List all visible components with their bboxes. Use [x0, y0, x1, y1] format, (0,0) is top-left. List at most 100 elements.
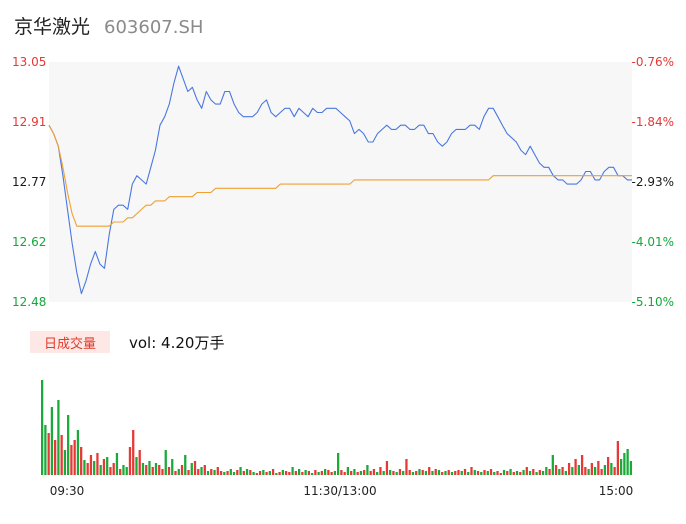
price-y-axis-labels: 13.05 12.91 12.77 12.62 12.48 — [12, 55, 46, 309]
volume-bar — [128, 447, 132, 475]
volume-bar — [301, 472, 304, 475]
volume-bar — [330, 472, 333, 475]
volume-bar — [457, 470, 460, 475]
volume-bar — [509, 469, 512, 475]
volume-bar — [44, 425, 47, 475]
volume-bar — [294, 471, 297, 475]
volume-bar — [262, 470, 265, 475]
volume-bar — [441, 472, 444, 475]
volume-bar — [392, 471, 395, 475]
volume-bar — [310, 473, 314, 475]
price-line — [48, 65, 632, 295]
volume-bar — [385, 461, 389, 475]
volume-bar — [158, 465, 161, 475]
volume-bar — [76, 430, 80, 475]
price-percent-axis-labels: -0.76% -1.84% -2.93% -4.01% -5.10% — [632, 55, 674, 309]
volume-bar — [307, 471, 311, 475]
volume-bar — [138, 450, 141, 475]
volume-bar — [249, 470, 252, 475]
volume-bar — [275, 473, 278, 475]
volume-bar — [50, 407, 54, 475]
percent-tick-label: -0.76% — [632, 55, 674, 69]
volume-bar — [405, 459, 408, 475]
volume-bar — [122, 465, 125, 475]
volume-bar — [80, 447, 83, 475]
percent-tick-label: -5.10% — [632, 295, 674, 309]
volume-bar — [83, 460, 86, 475]
volume-bar — [346, 467, 350, 475]
volume-bar — [564, 471, 567, 475]
volume-bar — [483, 470, 486, 475]
time-tick-label: 09:30 — [50, 484, 85, 498]
intraday-price-chart: 13.05 12.91 12.77 12.62 12.48 -0.76% -1.84% -2… — [12, 55, 674, 309]
volume-bar — [467, 472, 470, 475]
volume-bar — [304, 470, 307, 475]
volume-bar — [291, 467, 294, 475]
volume-bar — [590, 463, 593, 475]
volume-bar — [317, 472, 320, 475]
percent-tick-label: -4.01% — [632, 235, 674, 249]
volume-bar — [587, 469, 590, 475]
volume-bar — [359, 471, 363, 475]
volume-bar — [541, 471, 545, 475]
volume-bar — [184, 455, 187, 475]
price-tick-label: 12.91 — [12, 115, 46, 129]
stock-header: 京华激光 603607.SH — [14, 12, 203, 40]
volume-bar — [424, 471, 428, 475]
volume-bar — [379, 467, 382, 475]
volume-bar — [54, 440, 57, 475]
volume-bar — [493, 472, 496, 475]
volume-bar — [141, 463, 145, 475]
volume-bar — [558, 469, 561, 475]
volume-bar — [47, 433, 50, 475]
volume-bar — [190, 463, 193, 475]
price-tick-label: 12.62 — [12, 235, 46, 249]
volume-bar — [580, 455, 584, 475]
price-plot-background — [49, 62, 632, 302]
volume-bar — [366, 465, 369, 475]
stock-code: 603607.SH — [104, 17, 204, 38]
volume-bar — [603, 465, 607, 475]
volume-bar — [376, 472, 379, 475]
volume-bar — [340, 470, 343, 475]
volume-bar — [99, 465, 102, 475]
volume-bar — [389, 470, 392, 475]
volume-bar — [258, 471, 262, 475]
volume-bar — [239, 467, 242, 475]
volume-bar — [356, 472, 359, 475]
volume-bar — [174, 471, 177, 475]
volume-bar — [229, 469, 232, 475]
price-series-group — [48, 65, 632, 295]
volume-bar — [421, 470, 424, 475]
volume-bar — [522, 470, 525, 475]
volume-bar — [148, 461, 151, 475]
volume-bar — [473, 470, 476, 475]
price-tick-label: 13.05 — [12, 55, 46, 69]
volume-bar — [619, 459, 623, 475]
volume-bar — [369, 471, 372, 475]
volume-bar — [203, 465, 206, 475]
volume-bar — [216, 467, 219, 475]
volume-bar — [314, 470, 317, 475]
volume-bar — [535, 472, 538, 475]
volume-bar — [408, 470, 411, 475]
volume-tag: 日成交量 — [30, 331, 110, 353]
volume-bar — [93, 461, 96, 475]
time-tick-label: 11:30/13:00 — [303, 484, 376, 498]
volume-bar — [167, 467, 171, 475]
volume-bars-group — [41, 380, 633, 475]
time-axis-labels: 09:30 11:30/13:00 15:00 — [50, 484, 634, 498]
volume-bar — [161, 469, 164, 475]
volume-bar — [538, 470, 541, 475]
volume-bar — [515, 471, 519, 475]
volume-bar — [219, 471, 223, 475]
volume-bar — [629, 461, 633, 475]
volume-bar — [197, 469, 200, 475]
volume-bar — [343, 472, 346, 475]
volume-bar — [577, 465, 580, 475]
volume-bar — [613, 467, 616, 475]
volume-bar — [213, 470, 216, 475]
volume-bar — [593, 467, 597, 475]
volume-bar — [200, 467, 203, 475]
volume-bar — [626, 449, 629, 475]
